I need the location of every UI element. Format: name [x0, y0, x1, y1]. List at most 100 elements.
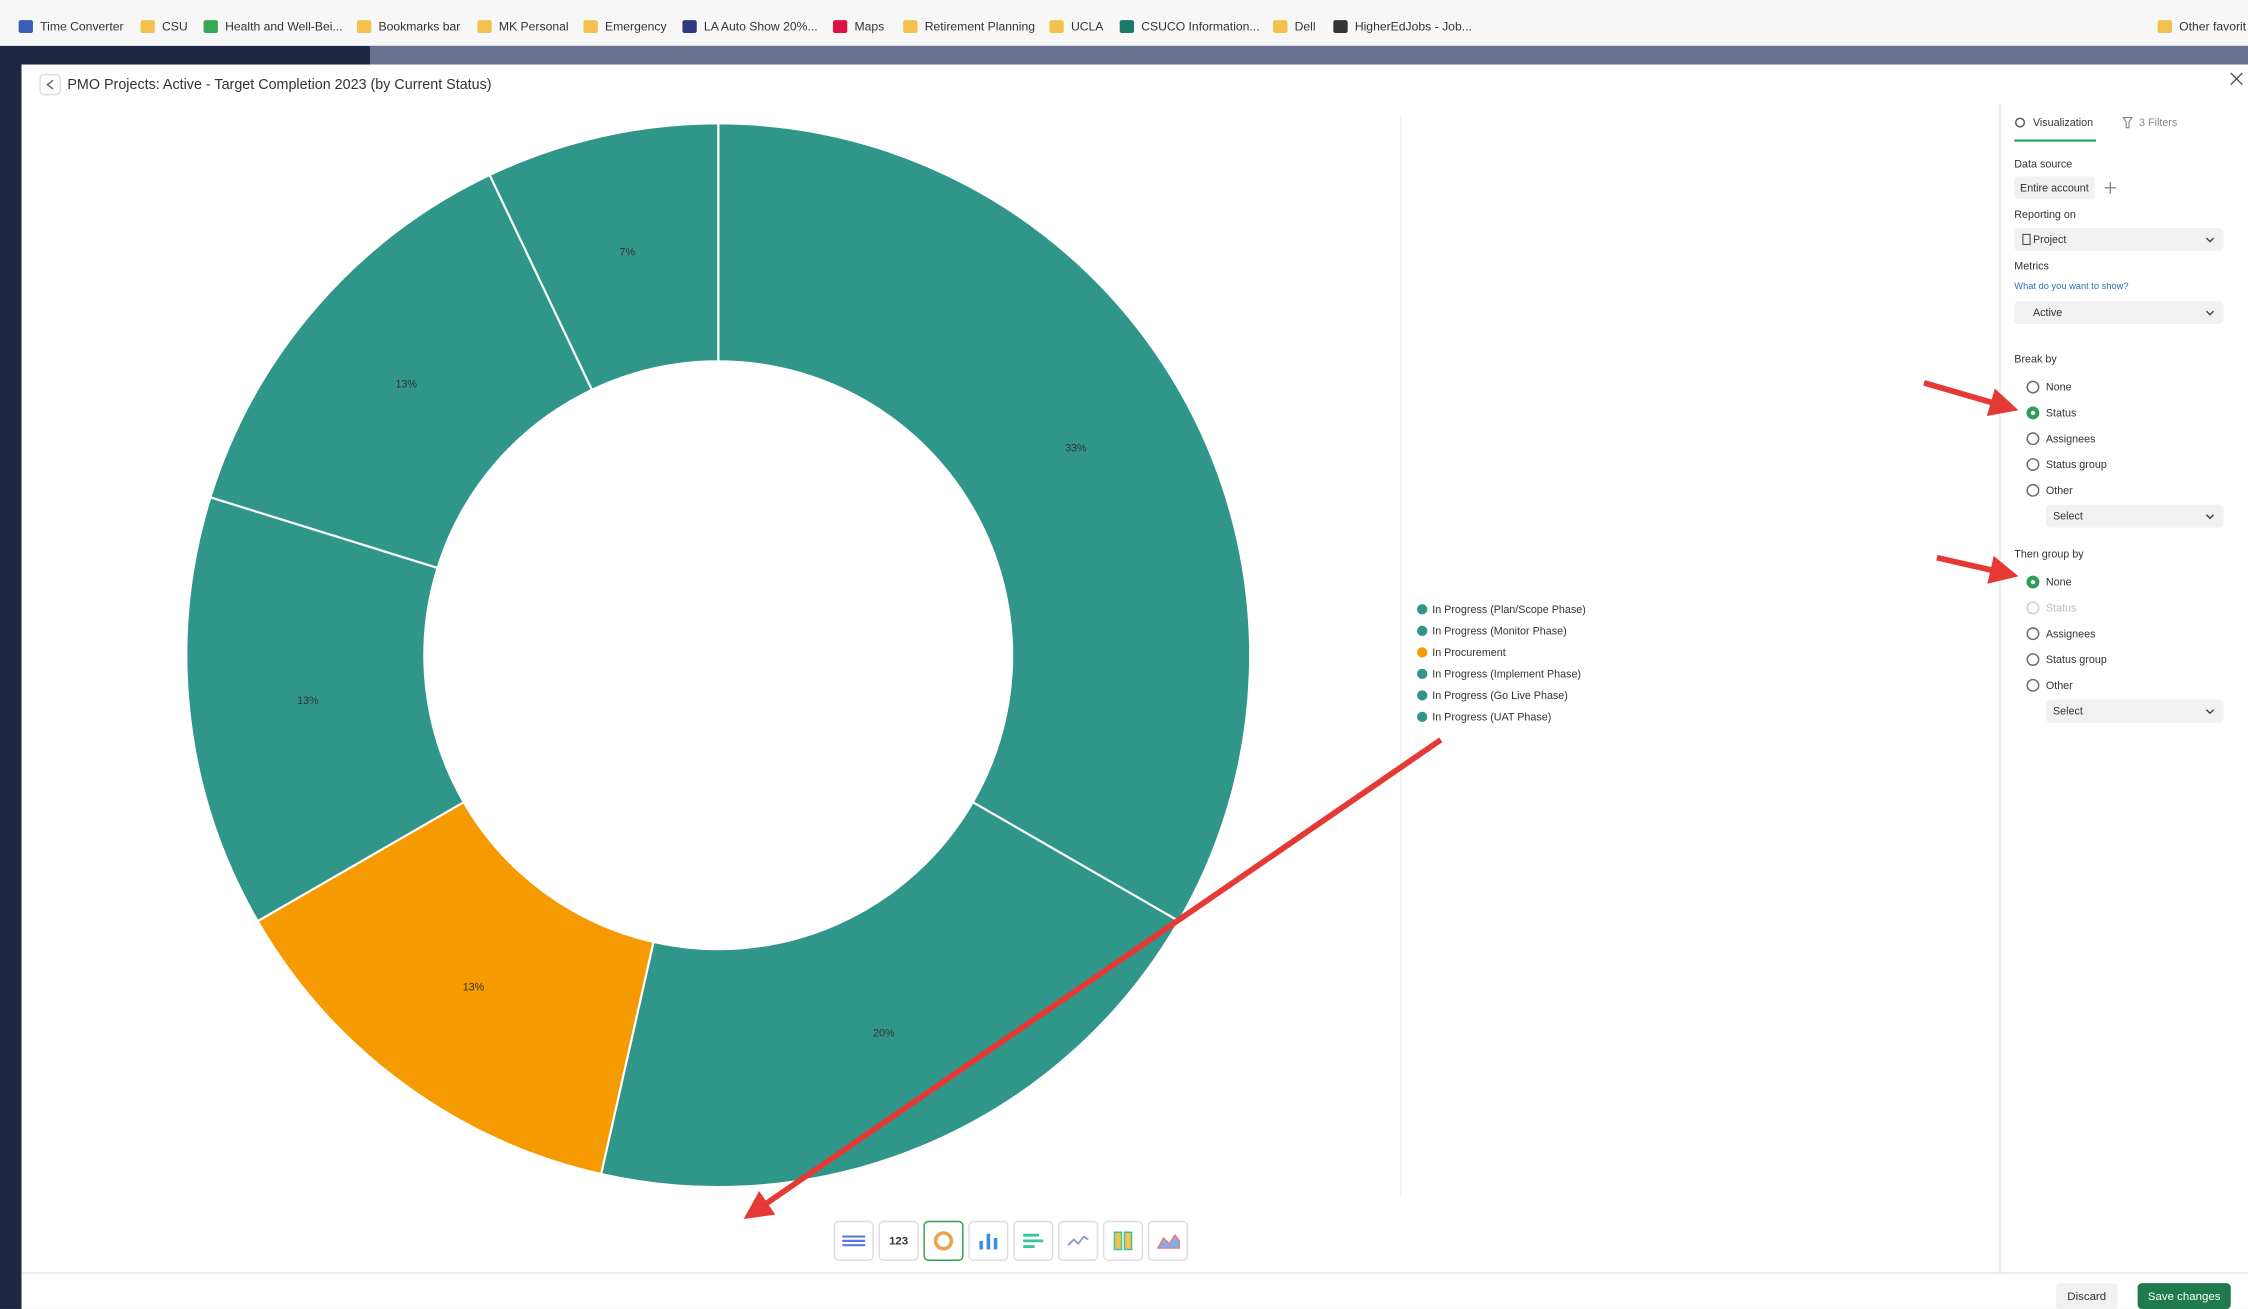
chart-type-button[interactable]: [923, 1220, 964, 1261]
legend-swatch: [1417, 711, 1428, 723]
slice: [599, 800, 1181, 1189]
slice-label: 7%: [620, 246, 636, 258]
table-icon: [842, 1235, 866, 1247]
chart-type-button[interactable]: [878, 1220, 919, 1261]
radio[interactable]: [2026, 432, 2040, 446]
bookmark-icon: [477, 20, 492, 34]
select[interactable]: [2045, 504, 2224, 528]
annotation-arrow: [1936, 554, 2019, 584]
slice-label: 33%: [1065, 443, 1087, 455]
tab[interactable]: 3 Filters: [2139, 117, 2177, 129]
bookmark[interactable]: UCLA: [1071, 19, 1104, 33]
bookmark[interactable]: Maps: [854, 19, 884, 33]
legend-swatch: [1417, 647, 1428, 658]
bookmark[interactable]: CSUCO Information...: [1141, 19, 1259, 33]
bookmark[interactable]: Emergency: [605, 19, 667, 33]
modal-title: PMO Projects: Active - Target Completion…: [67, 77, 491, 93]
select[interactable]: [2045, 699, 2224, 723]
chip-label: Entire account: [2020, 182, 2089, 194]
radio-dot: [2030, 579, 2036, 585]
area-icon: [1156, 1233, 1181, 1249]
select-value: Select: [2053, 706, 2083, 718]
add-icon[interactable]: [2104, 182, 2117, 194]
back-icon: [46, 79, 54, 90]
discard-label: Discard: [2067, 1291, 2106, 1303]
field-label: Then group by: [2014, 549, 2084, 561]
radio[interactable]: [2026, 678, 2040, 692]
save-label: Save changes: [2148, 1291, 2221, 1303]
bookmark-icon: [903, 20, 918, 34]
bookmark[interactable]: Time Converter: [40, 19, 123, 33]
annotation-arrow: [743, 737, 1443, 1220]
save-button[interactable]: [2137, 1283, 2231, 1309]
close-button[interactable]: [2230, 72, 2243, 86]
heatmap-icon: [1113, 1231, 1133, 1251]
field-label: Reporting on: [2014, 209, 2076, 221]
bookmark[interactable]: HigherEdJobs - Job...: [1355, 19, 1472, 33]
bookmark[interactable]: MK Personal: [499, 19, 569, 33]
legend-label[interactable]: In Progress (Go Live Phase): [1432, 690, 1568, 702]
tab[interactable]: Visualization: [2033, 117, 2093, 129]
dropdown-value: Project: [2033, 234, 2066, 246]
dropdown[interactable]: [2014, 227, 2224, 251]
field-label: Metrics: [2014, 261, 2049, 273]
legend-swatch: [1417, 668, 1428, 680]
line-icon: [1067, 1235, 1089, 1246]
legend-swatch: [1417, 690, 1428, 701]
bookmark[interactable]: Retirement Planning: [925, 19, 1035, 33]
radio: [2026, 601, 2040, 615]
bookmark[interactable]: Health and Well-Bei...: [225, 19, 342, 33]
chevron: [2205, 514, 2215, 520]
radio[interactable]: [2026, 483, 2040, 497]
bookmark[interactable]: CSU: [162, 19, 188, 33]
bookmark-icon: [203, 20, 218, 34]
radio-label: None: [2046, 577, 2072, 589]
chart-type-button[interactable]: [1058, 1220, 1099, 1261]
legend-label[interactable]: In Progress (UAT Phase): [1432, 711, 1551, 723]
bookmark-icon: [1049, 20, 1064, 34]
slice-label: 13%: [395, 379, 417, 391]
radio-label: Status group: [2046, 654, 2107, 666]
radio-label: Status: [2046, 407, 2076, 419]
legend-label[interactable]: In Procurement: [1432, 647, 1506, 659]
chart: 33% 20% 13% 13% 13% 7% In Progress (Plan/Scope…: [185, 122, 1586, 1189]
back-button[interactable]: [39, 73, 61, 96]
field-label: Data source: [2014, 159, 2072, 171]
chip[interactable]: [2014, 176, 2095, 200]
bookmark-icon: [1333, 20, 1348, 34]
bookmark[interactable]: Bookmarks bar: [378, 19, 460, 33]
radio-label: Assignees: [2046, 433, 2096, 445]
dropdown[interactable]: [2014, 301, 2224, 325]
chart-type-button[interactable]: [1147, 1220, 1188, 1261]
bookmark-icon: [583, 20, 598, 34]
radio[interactable]: [2026, 380, 2040, 394]
radio[interactable]: [2026, 653, 2040, 666]
radio[interactable]: [2026, 627, 2040, 641]
bookmark-icon: [18, 20, 33, 34]
legend-label[interactable]: In Progress (Plan/Scope Phase): [1432, 604, 1586, 616]
radio-label: None: [2046, 382, 2072, 394]
legend-label[interactable]: In Progress (Implement Phase): [1432, 668, 1581, 680]
discard-button[interactable]: [2055, 1283, 2118, 1309]
bookmark[interactable]: Dell: [1295, 19, 1316, 33]
slice: [488, 122, 720, 392]
bookmark[interactable]: LA Auto Show 20%...: [704, 19, 818, 33]
bookmark[interactable]: Other favorit: [2179, 19, 2247, 33]
chart-type-button[interactable]: [1102, 1220, 1144, 1261]
app-header: [369, 45, 2248, 66]
tab-icon: [2015, 117, 2026, 128]
field-label: Break by: [2014, 354, 2057, 366]
dropdown-value: Active: [2033, 307, 2062, 319]
legend-label[interactable]: In Progress (Monitor Phase): [1432, 625, 1566, 637]
radio-label: Status: [2046, 602, 2076, 614]
chevron: [2205, 310, 2215, 316]
filter-icon: [2122, 117, 2133, 129]
bookmark-icon: [1119, 20, 1135, 34]
legend-swatch: [1417, 604, 1428, 615]
select-value: Select: [2053, 511, 2083, 523]
bookmark-icon: [1273, 20, 1288, 34]
radio[interactable]: [2026, 458, 2040, 471]
annotation-arrow: [1923, 380, 2019, 416]
bookmark-icon: [682, 20, 697, 34]
